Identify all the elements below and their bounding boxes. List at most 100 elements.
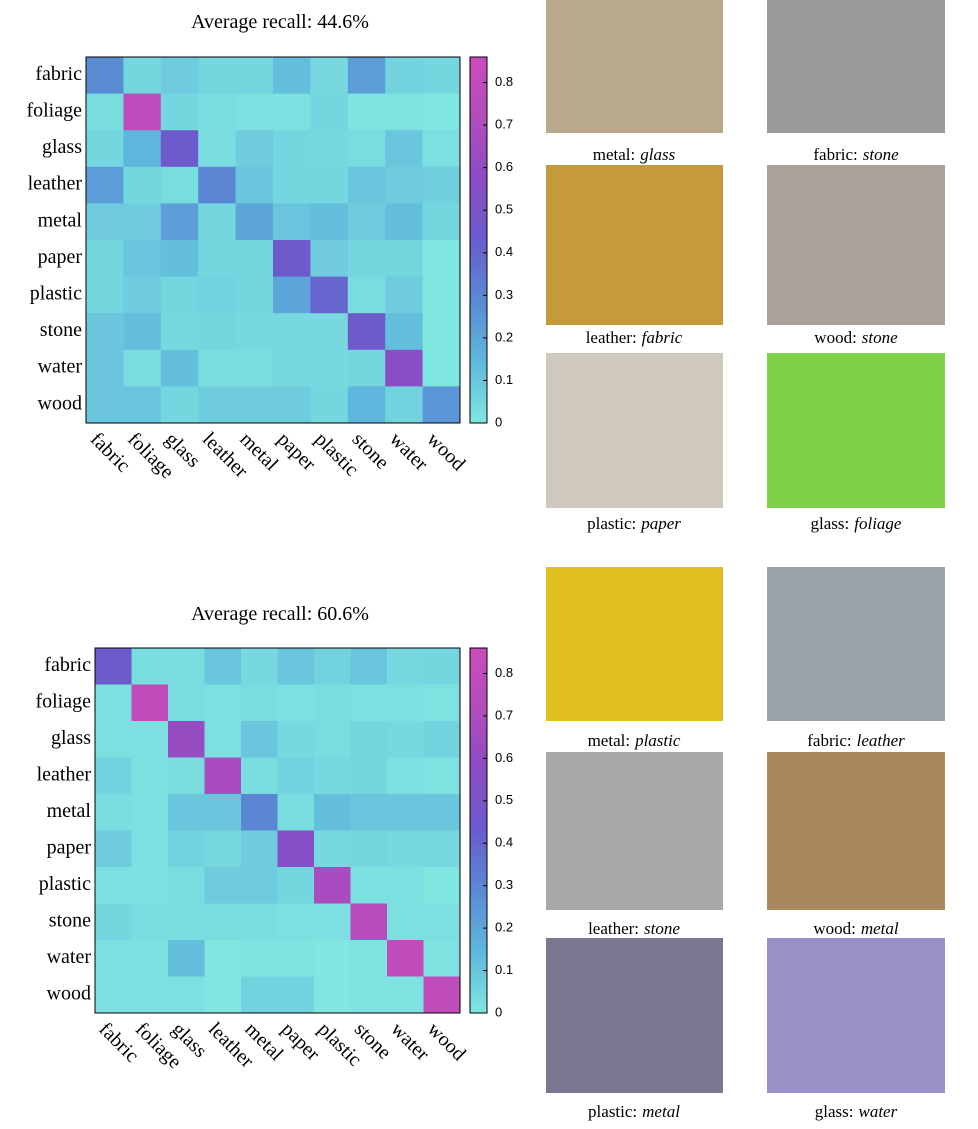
heatmap-cell [86,94,124,131]
caption: leather:stone [588,919,680,938]
heatmap-cell [424,758,461,795]
heatmap-cell [198,240,236,277]
heatmap-cell [236,313,274,350]
caption-prediction: metal [861,919,899,938]
heatmap-cell [387,867,424,904]
heatmap-cell [205,758,242,795]
caption-prediction: fabric [642,328,683,347]
heatmap-cell [387,831,424,868]
heatmap-cell [132,685,169,722]
heatmap-cell [351,685,388,722]
caption-prediction: glass [640,145,675,164]
heatmap-cell [95,831,132,868]
caption: glass:foliage [811,514,902,533]
heatmap-cell [351,977,388,1014]
x-tick-label: paper [273,428,320,475]
heatmap-cell [385,386,423,423]
heatmap-cell [161,313,199,350]
colorbar-tick-label: 0.8 [495,665,513,680]
heatmap-cell [95,794,132,831]
heatmap-cell [123,130,161,167]
heatmap-cell [168,794,205,831]
colorbar-tick-label: 0.2 [495,329,513,344]
heatmap-cell [168,904,205,941]
heatmap-cell [387,904,424,941]
heatmap-cell [310,277,348,314]
heatmap-cell [132,940,169,977]
heatmap-cell [348,277,386,314]
heatmap-cell [241,940,278,977]
heatmap-cell [236,203,274,240]
heatmap-cell [241,831,278,868]
heatmap-cell [273,313,311,350]
photo [767,567,945,721]
heatmap-cell [168,758,205,795]
colorbar-tick-label: 0 [495,414,502,429]
heatmap-cell [95,758,132,795]
y-tick-label: foliage [26,99,82,121]
photo [546,353,723,508]
heatmap-cell [387,685,424,722]
heatmap-cell [348,386,386,423]
photo [546,938,723,1093]
heatmap-cell [161,203,199,240]
heatmap-cell [86,130,124,167]
heatmap-cell [205,721,242,758]
heatmap-cell [236,350,274,387]
y-tick-label: plastic [30,282,82,304]
caption-label: wood: [814,328,857,347]
caption: plastic:metal [588,1102,680,1121]
heatmap-cell [273,203,311,240]
photo [767,353,945,508]
photo [767,752,945,910]
heatmap-cell [310,57,348,94]
heatmap-cell [241,721,278,758]
heatmap-cell [95,648,132,685]
heatmap-cell [310,350,348,387]
heatmap-cell [314,685,351,722]
heatmap-cell [198,277,236,314]
heatmap-cell [132,721,169,758]
heatmap-cell [351,758,388,795]
heatmap-cell [241,977,278,1014]
photo [546,0,723,133]
caption-prediction: water [859,1102,898,1121]
heatmap-cell [423,130,461,167]
heatmap-cell [123,203,161,240]
heatmap-cell [348,203,386,240]
heatmap-cell [198,167,236,204]
heatmap-cell [385,57,423,94]
colorbar-tick-label: 0.6 [495,159,513,174]
heatmap-cell [424,904,461,941]
heatmap-cell [424,685,461,722]
heatmap-cell [198,313,236,350]
y-tick-label: wood [38,392,82,414]
colorbar-tick-label: 0.6 [495,750,513,765]
colorbar [470,57,487,423]
colorbar-tick-label: 0.3 [495,287,513,302]
caption: metal:glass [593,145,676,164]
caption: fabric:stone [813,145,899,164]
heatmap-cell [161,386,199,423]
heatmap-cell [385,203,423,240]
heatmap-cell [161,94,199,131]
heatmap-cell [168,685,205,722]
caption-prediction: foliage [854,514,902,533]
heatmap-cell [168,831,205,868]
colorbar-tick-label: 0.7 [495,707,513,722]
heatmap-cell [86,167,124,204]
heatmap-cell [348,130,386,167]
heatmap-cell [423,203,461,240]
heatmap-cell [205,685,242,722]
heatmap-cell [236,167,274,204]
colorbar-tick-label: 0.3 [495,877,513,892]
heatmap-cell [198,350,236,387]
heatmap-cell [95,867,132,904]
heatmap-cell [241,758,278,795]
heatmap-cell [424,648,461,685]
heatmap-cell [236,94,274,131]
caption-label: fabric: [807,731,851,750]
heatmap-cell [241,794,278,831]
caption-label: fabric: [813,145,857,164]
heatmap-cell [424,721,461,758]
